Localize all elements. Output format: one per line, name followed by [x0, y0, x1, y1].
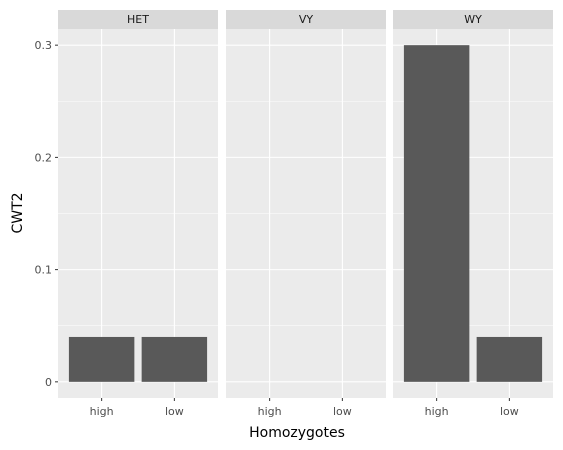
bar-het-low: [141, 336, 208, 382]
facet-label: WY: [464, 13, 482, 26]
x-tick-label: high: [90, 405, 114, 418]
x-tick-label: low: [333, 405, 352, 418]
facet-strip: [58, 10, 218, 29]
bar-wy-low: [476, 336, 543, 382]
x-tick-label: high: [258, 405, 282, 418]
bar-het-high: [68, 336, 135, 382]
y-tick-label: 0.1: [35, 264, 53, 277]
x-tick-label: low: [500, 405, 519, 418]
y-tick-label: 0.2: [35, 151, 53, 164]
x-tick-label: low: [165, 405, 184, 418]
y-tick-label: 0: [45, 376, 52, 389]
y-axis-title: CWT2: [10, 192, 26, 233]
y-tick-label: 0.3: [35, 39, 53, 52]
facet-label: VY: [299, 13, 314, 26]
facet-strip: [226, 10, 386, 29]
bar-wy-high: [403, 45, 470, 382]
x-axis-title: Homozygotes: [249, 425, 345, 441]
facet-label: HET: [127, 13, 149, 26]
x-tick-label: high: [425, 405, 449, 418]
plot-area: HET high low VY high low WY high low 0 0.1 0.2 0.3: [35, 10, 553, 418]
facet-strip: [393, 10, 553, 29]
